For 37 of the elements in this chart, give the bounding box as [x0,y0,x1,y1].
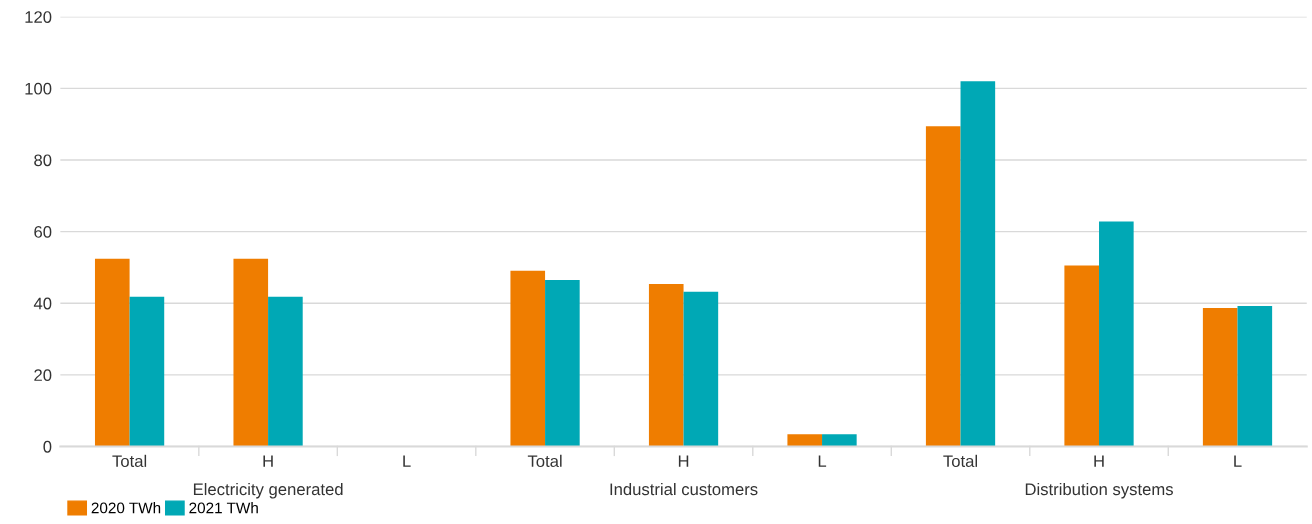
x-tick-label: L [403,455,411,467]
bar [510,270,546,447]
bar [268,296,303,447]
bar [129,296,165,447]
y-tick-label: 0 [43,440,52,453]
y-tick-label: 80 [34,154,52,167]
x-tick-label: H [263,455,273,467]
bar [960,81,996,447]
bar [94,258,130,447]
bar [233,258,269,447]
bar [787,434,823,447]
text: Industrial customers [610,482,758,496]
x-tick-label: Total [527,454,562,468]
legend-label: 2020 TWh [91,502,161,514]
bar [683,291,719,447]
y-tick-label: 100 [25,82,52,95]
x-tick-label: H [678,455,689,467]
y-tick-label: 40 [33,297,52,310]
legend-label: 2021 TWh [189,502,258,514]
bar [545,279,580,447]
text: Electricity generated [193,482,343,499]
bar [925,126,961,447]
y-tick-label: 20 [34,369,52,382]
x-tick-label: L [818,455,827,467]
bar [1064,265,1100,447]
bar [1202,307,1238,447]
x-tick-label: Total [943,454,978,468]
bar [1099,221,1134,447]
y-tick-label: 120 [25,11,52,23]
y-tick-label: 60 [34,226,52,238]
x-tick-label: L [1234,455,1242,467]
x-tick-label: H [1094,455,1104,467]
bar [648,283,684,447]
bar [822,434,857,447]
x-tick-label: Total [112,454,147,468]
bar [1237,306,1273,447]
text: Distribution systems [1025,482,1173,499]
